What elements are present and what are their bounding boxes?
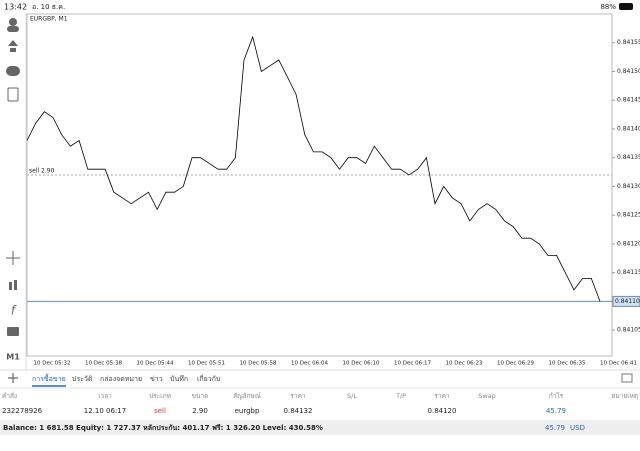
icon-indicator[interactable]: f [11, 304, 17, 318]
add-button[interactable] [8, 373, 18, 383]
icon-crosshair[interactable] [6, 251, 20, 265]
tab[interactable]: ข่าว [150, 375, 163, 383]
summary-bar [0, 420, 640, 435]
y-tick-label: 0.84150 [617, 68, 640, 75]
icon-candles[interactable] [9, 282, 12, 290]
x-tick-label: 10 Dec 05:32 [34, 361, 71, 367]
x-tick-label: 10 Dec 05:51 [188, 361, 225, 367]
tab[interactable]: ประวัติ [72, 375, 93, 383]
sidebar: f [6, 18, 20, 336]
icon-user-body [7, 26, 19, 32]
status-battery: 88% [600, 3, 616, 11]
cell: 2.90 [192, 407, 208, 415]
tab[interactable]: บันทึก [170, 374, 188, 383]
icon-new[interactable] [7, 87, 19, 102]
y-tick-label: 0.84120 [617, 240, 640, 247]
column-header: ขนาด [192, 392, 209, 400]
cell: sell [154, 407, 166, 415]
summary-currency: USD [570, 424, 585, 432]
column-header: ราคา [434, 392, 449, 400]
summary-profit: 45.79 [545, 424, 565, 432]
status-time: 13:42 [4, 3, 27, 12]
layout-button[interactable] [621, 373, 633, 383]
y-tick-label: 0.84140 [617, 125, 640, 132]
column-header: ราคา [290, 392, 305, 400]
x-tick-label: 10 Dec 06:17 [394, 361, 431, 367]
x-tick-label: 10 Dec 05:44 [137, 361, 174, 367]
cell: 45.79 [546, 407, 566, 415]
cell: 12.10 06:17 [84, 407, 126, 415]
tabs: การซื้อขาย ประวัติ กล่องจดหมาย ข่าว บันทึก เก… [32, 372, 220, 387]
y-tick-label: 0.84125 [617, 212, 640, 219]
chart-title: EURGBP, M1 [30, 16, 68, 23]
x-tick-label: 10 Dec 06:04 [291, 361, 328, 367]
order-label: sell 2.90 [29, 167, 55, 174]
y-tick-label: 0.84105 [617, 327, 640, 334]
cell: eurgbp [235, 407, 260, 415]
cell: 232278926 [2, 407, 43, 415]
timeframe[interactable]: M1 [6, 353, 20, 362]
x-tick-label: 10 Dec 05:58 [240, 361, 277, 367]
tab[interactable]: กล่องจดหมาย [100, 375, 142, 383]
icon-user[interactable] [9, 18, 17, 26]
y-tick-label: 0.84130 [617, 183, 640, 190]
bid-box [612, 295, 640, 307]
x-tick-label: 10 Dec 05:38 [85, 361, 122, 367]
column-header: กำไร [549, 392, 564, 400]
bid-label: 0.84110 [615, 298, 640, 305]
column-header: เวลา [98, 392, 112, 400]
cell: 0.84132 [284, 407, 313, 415]
column-header: T/P [395, 392, 406, 400]
icon-chat[interactable] [6, 66, 20, 76]
x-tick-label: 10 Dec 06:41 [600, 361, 637, 367]
tab[interactable]: เกี่ยวกับ [197, 374, 220, 383]
summary-text: Balance: 1 681.58 Equity: 1 727.37 หลักป… [3, 424, 323, 432]
column-header: Swap [478, 392, 496, 400]
y-tick-label: 0.84155 [617, 39, 640, 46]
price-line [26, 35, 601, 302]
column-header: สัญลักษณ์ [233, 392, 261, 400]
battery-icon [619, 3, 633, 10]
x-tick-label: 10 Dec 06:35 [549, 361, 586, 367]
column-header: หมายเหตุ [611, 392, 638, 400]
y-tick-label: 0.84115 [617, 269, 640, 276]
icon-candles-2 [14, 280, 17, 290]
cell: 0.84120 [428, 407, 457, 415]
y-tick-label: 0.84135 [617, 154, 640, 161]
icon-trade[interactable] [8, 40, 18, 52]
column-header: ประเภท [149, 392, 171, 400]
tab[interactable]: การซื้อขาย [32, 372, 66, 383]
table: คำสั่ง เวลา ประเภท ขนาด สัญลักษณ์ ราคา S/L T/P ร… [2, 391, 638, 415]
x-tick-label: 10 Dec 06:23 [446, 361, 483, 367]
x-tick-label: 10 Dec 06:29 [497, 361, 534, 367]
status-date: อ. 10 ธ.ค. [32, 3, 65, 11]
column-header: S/L [347, 392, 357, 400]
icon-objects[interactable] [7, 327, 19, 336]
column-header: คำสั่ง [2, 391, 17, 400]
chart-frame [26, 13, 613, 357]
y-tick-label: 0.84145 [617, 97, 640, 104]
chart: 0.84105 0.84110 0.84115 0.84120 0.84125 0.841… [26, 35, 640, 367]
x-tick-label: 10 Dec 06:10 [343, 361, 380, 367]
